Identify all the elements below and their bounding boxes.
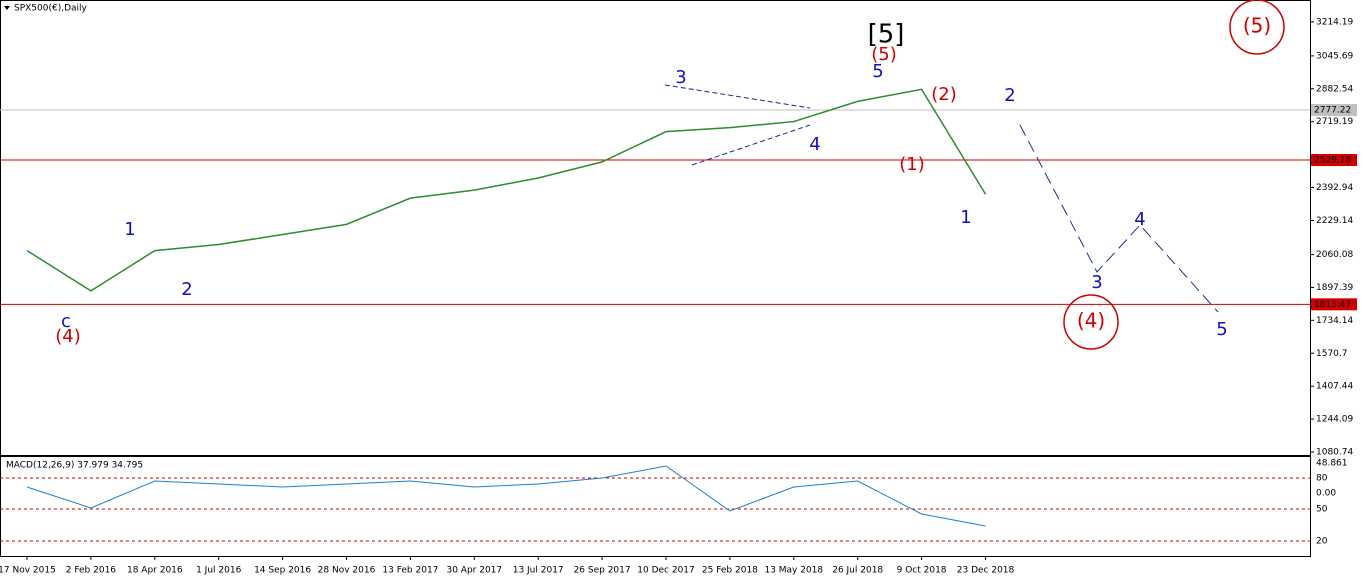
x-tick-label: 14 Sep 2016	[254, 566, 311, 576]
y-tick-label: 3045.69	[1316, 51, 1353, 61]
y-tick-label: 1080.74	[1316, 448, 1353, 458]
x-tick-label: 28 Nov 2016	[318, 566, 376, 576]
y-tick-label: 1734.14	[1316, 316, 1353, 326]
wave-label: (1)	[899, 154, 925, 175]
level-label: 2777.22	[1314, 106, 1351, 116]
wave-label: 4	[809, 134, 820, 155]
wave-label: 3	[1091, 272, 1102, 293]
macd-tick-label: 48.861	[1316, 459, 1348, 469]
projection	[664, 84, 1219, 313]
x-tick-label: 18 Apr 2016	[127, 566, 183, 576]
price-frame	[0, 0, 1311, 456]
wave-projection	[1019, 124, 1219, 313]
y-tick-label: 2229.14	[1316, 216, 1353, 226]
y-tick-label: 1570.7	[1316, 349, 1348, 359]
wave-label: [5]	[868, 20, 905, 50]
wave-label: 2	[181, 279, 192, 300]
wave-label: c	[61, 311, 71, 332]
level-label: 1813.47	[1314, 300, 1351, 310]
x-tick-label: 10 Dec 2017	[637, 566, 695, 576]
wave-label: 5	[1216, 319, 1227, 340]
price-line	[26, 88, 987, 292]
wave-label: (5)	[1243, 14, 1271, 38]
wave-label: 1	[124, 219, 135, 240]
y-tick-label: 1244.09	[1316, 415, 1353, 425]
macd-levels	[0, 477, 1310, 542]
wave-label: 3	[675, 67, 686, 88]
wave-label: (4)	[55, 326, 81, 347]
x-tick-label: 30 Apr 2017	[446, 566, 502, 576]
y-tick-label: 2719.19	[1316, 117, 1353, 127]
wave-label: 1	[960, 207, 971, 228]
x-tick-label: 9 Oct 2018	[897, 566, 947, 576]
macd-tick-label: 80	[1316, 474, 1328, 484]
y-tick-label: 2882.54	[1316, 84, 1353, 94]
level-tag	[1311, 104, 1357, 117]
x-tick-label: 17 Nov 2015	[0, 566, 56, 576]
wave-label: 5	[872, 61, 883, 82]
level-label: 2529.18	[1314, 156, 1351, 166]
x-tick-label: 13 Feb 2017	[382, 566, 438, 576]
circle	[1229, 0, 1285, 55]
x-tick-label: 13 May 2018	[764, 566, 823, 576]
macd-tick-label: 50	[1316, 505, 1328, 515]
level-tag	[1311, 154, 1357, 167]
x-tick-label: 26 Sep 2017	[574, 566, 631, 576]
x-tick-label: 2 Feb 2016	[66, 566, 117, 576]
menu-arrow	[4, 6, 10, 10]
wave-label: (2)	[931, 84, 957, 105]
trendline	[664, 84, 811, 109]
x-tick-label: 26 Jul 2018	[832, 566, 883, 576]
y-tick-label: 1407.44	[1316, 382, 1353, 392]
y-tick-label: 1897.39	[1316, 283, 1353, 293]
macd-tick-label: 20	[1316, 537, 1328, 547]
wave-label: 2	[1004, 85, 1015, 106]
chart-title: SPX500(€),Daily	[14, 4, 88, 14]
x-tick-label: 25 Feb 2018	[702, 566, 758, 576]
wave-label: (4)	[1077, 309, 1105, 333]
macd-frame	[0, 456, 1311, 557]
x-tick-label: 23 Dec 2018	[957, 566, 1015, 576]
x-tick-label: 13 Jul 2017	[513, 566, 564, 576]
y-tick-label: 2392.94	[1316, 183, 1353, 193]
y-tick-label: 2060.08	[1316, 250, 1353, 260]
trendline	[691, 124, 811, 166]
wave-label: 4	[1134, 209, 1145, 230]
macd-title: MACD(12,26,9) 37.979 34.795	[6, 461, 143, 471]
macd-tick-label: 0.00	[1316, 489, 1336, 499]
x-tick-label: 1 Jul 2016	[196, 566, 241, 576]
y-tick-label: 3214.19	[1316, 17, 1353, 27]
circle	[1063, 294, 1119, 350]
macd-line	[26, 465, 986, 527]
wave-label: (5)	[871, 44, 897, 65]
level-tag	[1311, 298, 1357, 311]
